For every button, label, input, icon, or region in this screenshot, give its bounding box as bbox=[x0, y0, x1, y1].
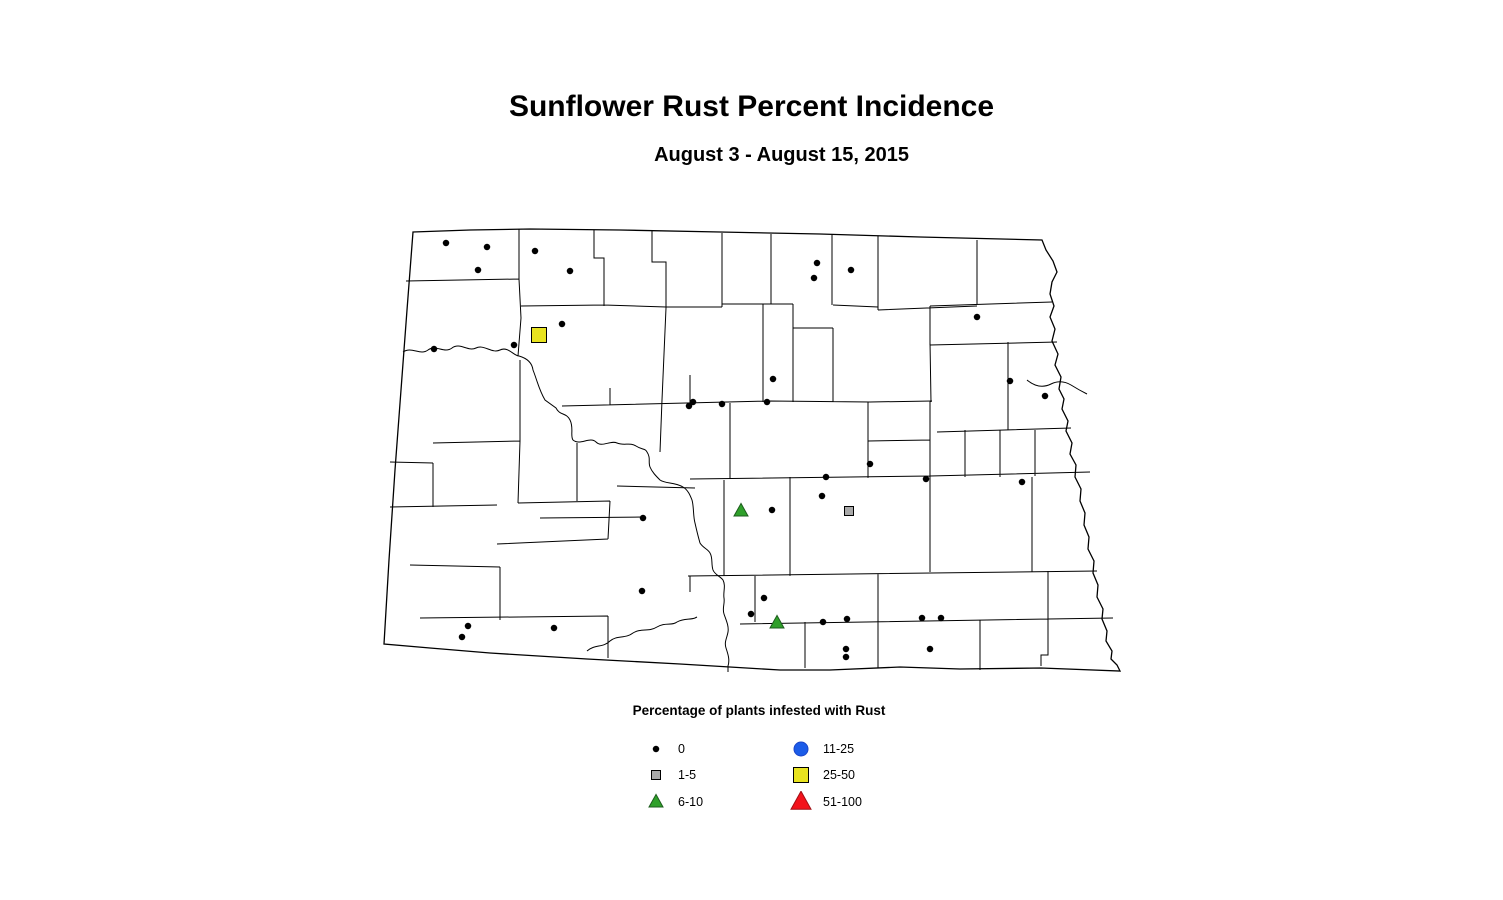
rivers bbox=[402, 345, 1088, 672]
legend-item-label: 6-10 bbox=[678, 795, 704, 809]
legend-item-11-25: 11-25 bbox=[788, 737, 854, 761]
legend-marker-blue-circle-icon bbox=[793, 741, 809, 757]
missouri-river bbox=[402, 345, 730, 672]
legend-item-label: 51-100 bbox=[823, 795, 862, 809]
data-points bbox=[430, 239, 1049, 661]
legend-title: Percentage of plants infested with Rust bbox=[632, 703, 886, 718]
state-outline bbox=[383, 228, 1122, 672]
legend-item-label: 11-25 bbox=[823, 742, 855, 756]
page-subtitle: August 3 - August 15, 2015 bbox=[654, 144, 909, 166]
legend-item-1-5: 1-5 bbox=[643, 763, 696, 787]
legend-marker-yellow-square-icon bbox=[793, 767, 809, 783]
cannonball-river bbox=[586, 616, 698, 652]
county-lines-west bbox=[389, 360, 611, 658]
county-lines-middle bbox=[539, 304, 1091, 519]
legend-item-label: 25-50 bbox=[823, 768, 855, 782]
devils-lake-shore bbox=[1026, 379, 1088, 395]
legend-item-0: 0 bbox=[643, 737, 685, 761]
county-boundaries bbox=[389, 229, 1114, 670]
legend-marker-dot-icon bbox=[652, 745, 660, 753]
legend-item-25-50: 25-50 bbox=[788, 763, 855, 787]
legend-item-label: 1-5 bbox=[678, 768, 697, 782]
legend-marker-gray-square-icon bbox=[651, 770, 661, 780]
county-lines-south bbox=[687, 477, 1114, 670]
page-title: Sunflower Rust Percent Incidence bbox=[508, 90, 995, 123]
legend-marker-green-triangle-icon bbox=[648, 793, 664, 808]
legend-item-6-10: 6-10 bbox=[643, 790, 703, 814]
county-lines-north bbox=[405, 229, 1072, 433]
legend-item-label: 0 bbox=[678, 742, 685, 756]
legend-marker-red-triangle-icon bbox=[790, 791, 812, 810]
legend-item-51-100: 51-100 bbox=[788, 790, 862, 814]
